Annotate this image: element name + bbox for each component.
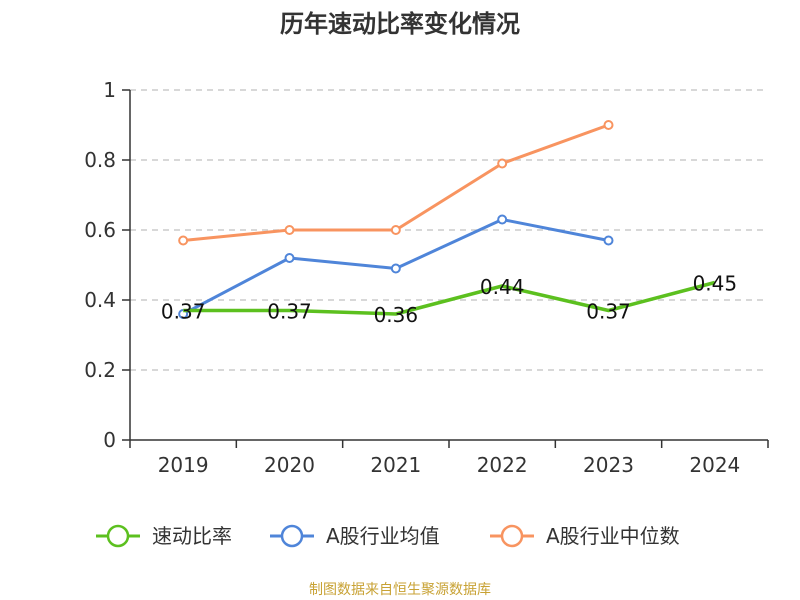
y-tick-label: 0.4: [84, 288, 116, 312]
y-tick-label: 0.6: [84, 218, 116, 242]
legend-marker: [280, 524, 304, 548]
y-tick-label: 0: [103, 428, 116, 452]
series-line-2: [183, 123, 610, 242]
legend-label: A股行业中位数: [546, 524, 680, 548]
data-labels: 0.37 0.37 0.36 0.44 0.37 0.45: [161, 272, 737, 328]
chart-title: 历年速动比率变化情况: [280, 10, 520, 38]
data-point: [284, 253, 295, 263]
x-tick-label: 2021: [370, 453, 421, 477]
grid: [130, 89, 768, 371]
legend[interactable]: 速动比率 A股行业均值 A股行业中位数: [96, 524, 680, 548]
data-label: 0.44: [480, 275, 525, 299]
data-point: [497, 158, 508, 169]
series-line-0: [183, 280, 716, 316]
legend-marker: [500, 524, 524, 548]
x-tick-label: 2022: [477, 453, 528, 477]
legend-item-2[interactable]: A股行业中位数: [490, 524, 680, 548]
data-point: [603, 235, 614, 246]
y-tick-label: 0.8: [84, 148, 116, 172]
legend-label: 速动比率: [152, 524, 232, 548]
series-group: [178, 120, 716, 319]
source-note: 制图数据来自恒生聚源数据库: [309, 582, 491, 598]
y-tick-label: 1: [103, 78, 116, 102]
x-tick-label: 2019: [158, 453, 209, 477]
data-label: 0.37: [586, 300, 631, 324]
data-point: [603, 120, 614, 130]
data-point: [390, 263, 401, 274]
x-tick-label: 2023: [583, 453, 634, 477]
legend-label: A股行业均值: [326, 524, 440, 548]
data-label: 0.37: [161, 300, 206, 324]
data-point: [178, 235, 189, 246]
legend-item-1[interactable]: A股行业均值: [270, 524, 440, 548]
x-tick-label: 2020: [264, 453, 315, 477]
y-tick-label: 0.2: [84, 358, 116, 382]
data-label: 0.37: [267, 300, 312, 324]
data-label: 0.45: [693, 272, 738, 296]
legend-marker: [106, 524, 130, 548]
legend-item-0[interactable]: 速动比率: [96, 524, 232, 548]
data-label: 0.36: [374, 303, 419, 327]
axes: 0 0.2 0.4 0.6 0.8 1 2019 2020 2021 2022 2023 2024: [84, 78, 769, 477]
data-point: [284, 225, 295, 235]
x-tick-label: 2024: [689, 453, 740, 477]
data-point: [497, 214, 508, 225]
data-point: [390, 225, 401, 235]
